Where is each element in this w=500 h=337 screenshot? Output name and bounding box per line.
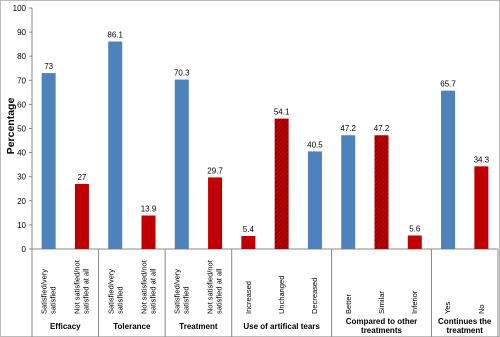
data-label: 73 (44, 62, 53, 71)
bar (441, 90, 456, 250)
data-label: 40.5 (307, 140, 323, 149)
bar (274, 118, 289, 249)
y-tick-label: 50 (17, 125, 26, 134)
data-label: 29.7 (207, 166, 223, 175)
bar (307, 151, 322, 249)
x-tick-label: Similar (376, 291, 386, 314)
bar (407, 235, 422, 249)
x-tick-label: Yes (443, 301, 453, 314)
data-label: 13.9 (141, 205, 157, 214)
bar (208, 177, 223, 249)
x-tick-label: Not satisfied/not satisfied at all (72, 260, 91, 314)
data-label: 54.1 (274, 108, 290, 117)
x-tick-label: Unchanged (277, 275, 287, 314)
x-tick-label: Decreased (310, 277, 320, 314)
data-label: 70.3 (174, 69, 190, 78)
group-label: Continues the treatment (438, 317, 492, 335)
y-tick-label: 0 (22, 245, 27, 254)
data-label: 86.1 (107, 30, 123, 39)
y-tick-label: 30 (17, 173, 26, 182)
bar (174, 79, 189, 250)
x-tick-label: Satisfied/very satisfied (39, 268, 58, 314)
bar (74, 183, 89, 249)
y-tick-label: 20 (17, 197, 26, 206)
data-label: 34.3 (474, 155, 490, 164)
y-tick-label: 90 (17, 28, 26, 37)
y-axis-label: Percentage (5, 97, 17, 155)
data-label: 47.2 (340, 124, 356, 133)
data-label: 27 (77, 173, 86, 182)
bar (141, 215, 156, 249)
x-tick-label: Inferior (410, 290, 420, 314)
y-tick-label: 40 (17, 149, 26, 158)
x-tick-label: Satisfied/very satisfied (172, 268, 191, 314)
y-tick-label: 70 (17, 76, 26, 85)
data-label: 65.7 (440, 80, 456, 89)
bar (341, 135, 356, 249)
group-label: Treatment (179, 321, 218, 331)
data-label: 47.2 (374, 124, 390, 133)
data-label: 5.4 (243, 225, 255, 234)
group-label: Efficacy (49, 321, 81, 331)
bar (41, 73, 56, 249)
x-tick-label: Not satisfied/not satisfied at all (139, 260, 158, 314)
data-label: 5.6 (409, 225, 421, 234)
x-tick-label: Not satisfied/not satisfied at all (206, 260, 225, 314)
group-label: Tolerance (113, 321, 151, 331)
bar (374, 135, 389, 249)
x-tick-label: Increased (243, 281, 253, 314)
group-label: Use of artifical tears (243, 321, 320, 331)
y-tick-label: 80 (17, 52, 26, 61)
y-tick-label: 100 (13, 4, 27, 13)
x-tick-label: Better (343, 293, 353, 314)
bar (108, 41, 123, 250)
y-tick-label: 60 (17, 100, 26, 109)
bar (474, 166, 489, 249)
bar (241, 235, 256, 249)
y-tick-label: 10 (17, 221, 26, 230)
group-label: Compared to other treatments (345, 317, 418, 335)
x-tick-label: Satisfied/very satisfied (106, 268, 125, 314)
x-tick-label: No (476, 304, 486, 314)
